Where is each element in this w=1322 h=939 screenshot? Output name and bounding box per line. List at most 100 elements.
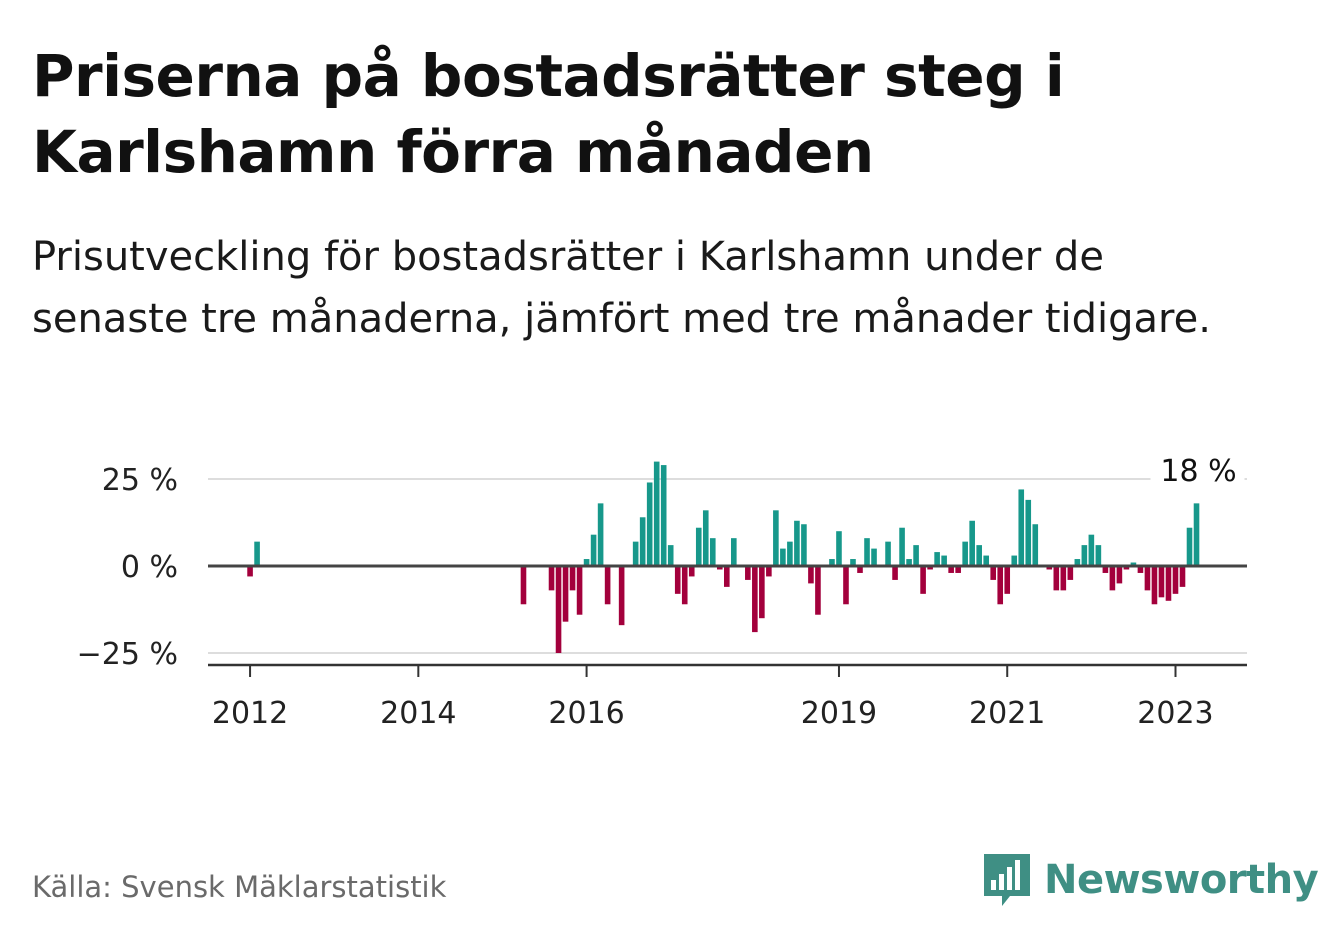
bar <box>1151 566 1158 605</box>
chart-title: Priserna på bostadsrätter steg i Karlsha… <box>32 42 1065 186</box>
bar <box>766 566 772 577</box>
bar <box>1158 566 1165 598</box>
bar <box>716 566 723 570</box>
bar <box>1060 566 1067 591</box>
bar-chart: 25 % 0 % −25 % 2012 2014 2016 2019 2021 2023 18 % <box>77 452 1247 731</box>
bar <box>955 566 961 573</box>
bar <box>604 566 611 605</box>
bar <box>801 524 807 566</box>
bar <box>962 541 968 566</box>
bar <box>990 566 997 580</box>
bar <box>836 531 842 566</box>
bar <box>702 510 709 566</box>
bar <box>674 566 681 594</box>
bar <box>1004 566 1011 594</box>
last-value-label: 18 % <box>1160 454 1236 489</box>
bar <box>520 566 527 605</box>
grid-lines <box>208 478 1247 654</box>
bar <box>927 566 933 570</box>
bar <box>997 566 1004 605</box>
bar <box>794 520 800 566</box>
bar <box>639 517 646 566</box>
bar <box>1179 566 1186 587</box>
bars <box>247 461 1200 653</box>
x-tick-label: 2014 <box>380 696 456 731</box>
bar <box>815 566 821 615</box>
bar <box>1081 545 1088 566</box>
bar <box>1074 559 1081 566</box>
bar <box>976 545 982 566</box>
bar <box>969 520 975 566</box>
source-note: Källa: Svensk Mäklarstatistik <box>32 870 447 904</box>
bar <box>780 548 786 566</box>
bar <box>1067 566 1074 580</box>
bar <box>1193 503 1200 566</box>
bar <box>548 566 555 591</box>
bar <box>688 566 695 577</box>
newsworthy-logo-icon <box>984 854 1030 906</box>
bar <box>590 534 597 566</box>
bar <box>843 566 849 605</box>
bar <box>1032 524 1039 566</box>
bar <box>583 559 590 566</box>
bar <box>695 527 702 566</box>
bar <box>1046 566 1053 570</box>
bar <box>787 541 793 566</box>
last-value-bg <box>1150 452 1245 490</box>
y-tick-label: 0 % <box>121 550 178 585</box>
bar <box>731 538 737 566</box>
bar <box>885 541 891 566</box>
bar <box>920 566 926 594</box>
bar <box>667 545 674 566</box>
bar <box>576 566 583 615</box>
bar <box>562 566 569 622</box>
bar <box>913 545 919 566</box>
bar <box>906 559 912 566</box>
bar <box>1137 566 1144 573</box>
y-tick-label: −25 % <box>77 637 178 672</box>
bar <box>1109 566 1116 591</box>
brand-logo: Newsworthy <box>980 850 1319 910</box>
bar <box>247 566 253 577</box>
x-tick-label: 2012 <box>212 696 288 731</box>
bar <box>941 555 947 566</box>
bar <box>752 566 758 633</box>
bar <box>857 566 863 573</box>
x-tick-label: 2023 <box>1137 696 1213 731</box>
bar <box>1172 566 1179 594</box>
bar <box>1088 534 1095 566</box>
bar <box>653 461 660 566</box>
bar <box>871 548 877 566</box>
bar <box>829 559 835 566</box>
x-tick-label: 2016 <box>548 696 624 731</box>
bar <box>1165 566 1172 601</box>
x-tick-label: 2019 <box>801 696 877 731</box>
bar <box>808 566 814 584</box>
bar <box>1095 545 1102 566</box>
brand-name: Newsworthy <box>1044 857 1319 903</box>
labels: 25 % 0 % −25 % 2012 2014 2016 2019 2021 2023 18 % <box>77 452 1245 731</box>
bar <box>773 510 779 566</box>
bar <box>597 503 604 566</box>
bar <box>745 566 751 580</box>
bar <box>723 566 730 587</box>
bar <box>864 538 870 566</box>
bar <box>1130 562 1137 566</box>
bar <box>1018 489 1025 566</box>
bar <box>934 552 940 566</box>
bar <box>1116 566 1123 584</box>
bar <box>709 538 716 566</box>
chart-subtitle: Prisutveckling för bostadsrätter i Karls… <box>32 234 1211 342</box>
bar <box>892 566 898 580</box>
bar <box>646 482 653 566</box>
bar <box>1053 566 1060 591</box>
bar <box>759 566 765 619</box>
bar <box>1186 527 1193 566</box>
bar <box>983 555 989 566</box>
bar <box>660 465 667 566</box>
bar <box>569 566 576 591</box>
bar <box>681 566 688 605</box>
bar <box>555 566 562 653</box>
bar <box>632 541 639 566</box>
x-tick-label: 2021 <box>969 696 1045 731</box>
